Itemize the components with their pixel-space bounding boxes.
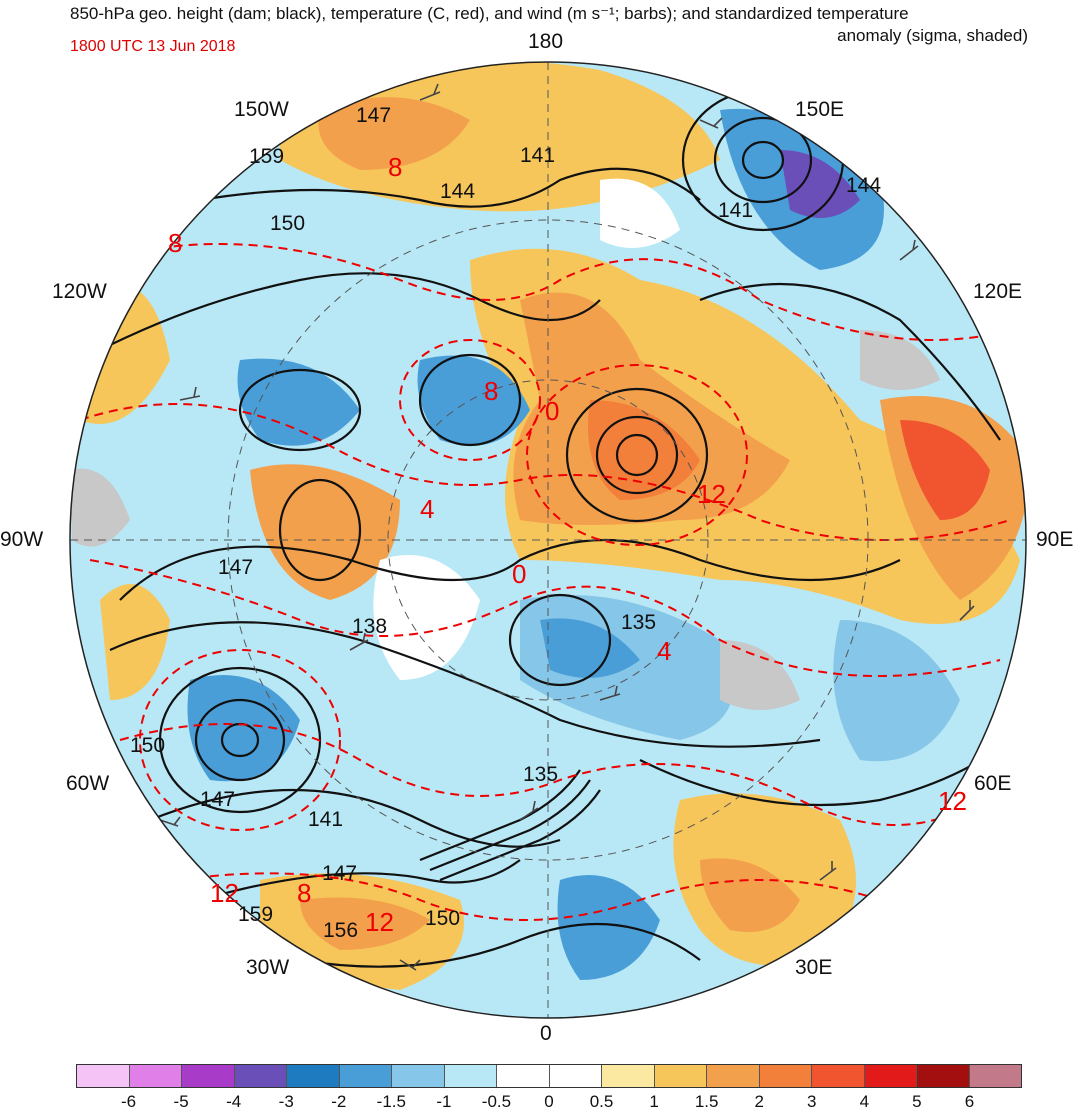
colorbar-labels: -6 -5 -4 -3 -2 -1.5 -1 -0.5 0 0.5 1 1.5 2 3 4 5 6 bbox=[76, 1092, 1022, 1112]
height-label: 135 bbox=[523, 763, 558, 786]
colorbar-tick-label: 5 bbox=[912, 1092, 922, 1111]
temperature-label: 8 bbox=[297, 878, 311, 908]
lon-label-60e: 60E bbox=[974, 772, 1012, 795]
colorbar-box bbox=[654, 1065, 707, 1087]
colorbar-tick-label: 0 bbox=[544, 1092, 554, 1111]
colorbar-box bbox=[444, 1065, 497, 1087]
temperature-label: 8 bbox=[484, 376, 498, 406]
height-label: 150 bbox=[130, 734, 165, 757]
lon-label-30e: 30E bbox=[795, 956, 833, 979]
temperature-label: 0 bbox=[545, 396, 559, 426]
lon-label-120e: 120E bbox=[973, 280, 1023, 303]
height-label: 135 bbox=[621, 611, 656, 634]
height-label: 159 bbox=[238, 903, 273, 926]
lon-label-90w: 90W bbox=[0, 528, 44, 551]
temperature-label: 8 bbox=[168, 228, 182, 258]
lon-label-60w: 60W bbox=[66, 772, 110, 795]
height-label: 141 bbox=[718, 199, 753, 222]
colorbar-box bbox=[917, 1065, 970, 1087]
temperature-label: 0 bbox=[512, 559, 526, 589]
temperature-label: 12 bbox=[210, 878, 239, 908]
colorbar-tick-label: 3 bbox=[807, 1092, 817, 1111]
height-label: 141 bbox=[520, 144, 555, 167]
colorbar-tick-label: -1.5 bbox=[376, 1092, 406, 1111]
colorbar-box bbox=[392, 1065, 445, 1087]
colorbar-tick-label: -3 bbox=[278, 1092, 294, 1111]
height-label: 147 bbox=[218, 556, 253, 579]
colorbar-box bbox=[602, 1065, 655, 1087]
height-label: 138 bbox=[352, 615, 387, 638]
colorbar-tick-label: 1 bbox=[649, 1092, 659, 1111]
colorbar-box bbox=[497, 1065, 550, 1087]
temperature-label: 12 bbox=[697, 479, 726, 509]
wind-barbs bbox=[159, 83, 975, 971]
temperature-label: 12 bbox=[365, 907, 394, 937]
temperature-label: 4 bbox=[420, 494, 434, 524]
colorbar-box bbox=[759, 1065, 812, 1087]
graticule bbox=[70, 62, 1026, 1018]
colorbar-box bbox=[707, 1065, 760, 1087]
figure-title-line1: 850-hPa geo. height (dam; black), temper… bbox=[70, 4, 909, 23]
height-label: 159 bbox=[249, 145, 284, 168]
colorbar-tick-label: 2 bbox=[754, 1092, 764, 1111]
figure-title-line2: anomaly (sigma, shaded) bbox=[837, 26, 1028, 45]
lon-label-180: 180 bbox=[528, 30, 564, 53]
height-label: 150 bbox=[270, 212, 305, 235]
temperature-contours bbox=[79, 243, 1011, 921]
colorbar-box bbox=[549, 1065, 602, 1087]
temperature-label: 4 bbox=[657, 636, 671, 666]
colorbar-box bbox=[287, 1065, 340, 1087]
height-label: 147 bbox=[200, 788, 235, 811]
colorbar-box bbox=[77, 1065, 130, 1087]
lon-label-30w: 30W bbox=[246, 956, 290, 979]
lon-label-90e: 90E bbox=[1036, 528, 1074, 551]
lon-label-150e: 150E bbox=[795, 98, 845, 121]
height-label: 144 bbox=[846, 174, 881, 197]
height-label: 141 bbox=[308, 808, 343, 831]
colorbar-box bbox=[129, 1065, 182, 1087]
height-label: 147 bbox=[356, 104, 391, 127]
lon-label-0: 0 bbox=[540, 1022, 552, 1045]
colorbar bbox=[76, 1064, 1022, 1088]
temperature-label: 12 bbox=[938, 786, 967, 816]
colorbar-tick-label: 4 bbox=[859, 1092, 870, 1111]
colorbar-tick-label: -6 bbox=[120, 1092, 137, 1111]
temperature-label: 8 bbox=[388, 152, 402, 182]
lon-label-150w: 150W bbox=[234, 98, 289, 121]
temperature-label-group: 8 8 8 0 12 4 0 4 12 8 12 12 bbox=[168, 152, 967, 937]
height-label: 147 bbox=[322, 862, 357, 885]
colorbar-tick-label: -4 bbox=[226, 1092, 242, 1111]
polar-map-svg: 147 159 150 141 144 141 144 147 138 135 … bbox=[69, 61, 1027, 1019]
height-label: 156 bbox=[323, 919, 358, 942]
colorbar-box bbox=[864, 1065, 917, 1087]
height-label: 150 bbox=[425, 907, 460, 930]
colorbar-tick-label: 1.5 bbox=[694, 1092, 719, 1111]
colorbar-box bbox=[969, 1065, 1021, 1087]
colorbar-tick-label: -0.5 bbox=[481, 1092, 512, 1111]
colorbar-tick-label: 6 bbox=[964, 1092, 975, 1111]
colorbar-tick-label: -2 bbox=[331, 1092, 347, 1111]
polar-map: 147 159 150 141 144 141 144 147 138 135 … bbox=[0, 30, 1074, 1045]
colorbar-tick-label: -5 bbox=[173, 1092, 189, 1111]
map-boundary bbox=[69, 61, 1027, 1019]
colorbar-tick-label: 0.5 bbox=[589, 1092, 614, 1111]
colorbar-tick-label: -1 bbox=[436, 1092, 452, 1111]
lon-label-120w: 120W bbox=[52, 280, 107, 303]
colorbar-box bbox=[182, 1065, 235, 1087]
valid-time-label: 1800 UTC 13 Jun 2018 bbox=[70, 38, 236, 55]
colorbar-box bbox=[339, 1065, 392, 1087]
colorbar-box bbox=[812, 1065, 865, 1087]
height-label-group: 147 159 150 141 144 141 144 147 138 135 … bbox=[130, 104, 881, 942]
height-label: 144 bbox=[440, 180, 475, 203]
colorbar-box bbox=[234, 1065, 287, 1087]
